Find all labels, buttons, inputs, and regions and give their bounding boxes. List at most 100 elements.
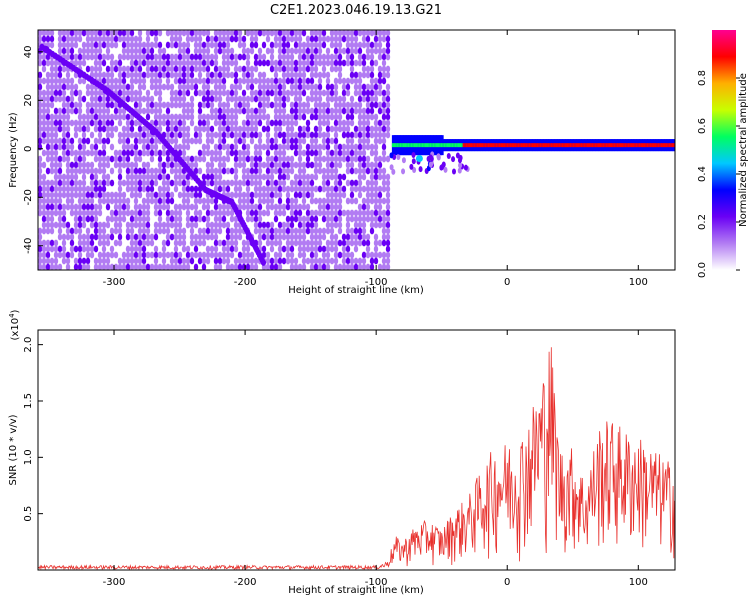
heatmap-cell [233, 137, 239, 145]
heatmap-cell [341, 125, 347, 133]
heatmap-cell [313, 89, 319, 97]
heatmap-carrier-core [506, 143, 510, 148]
heatmap-cell [241, 89, 247, 97]
heatmap-cell [157, 107, 163, 115]
heatmap-carrier-core [646, 143, 650, 148]
heatmap-cell [209, 137, 215, 145]
heatmap-cell [89, 191, 95, 199]
heatmap-cell [113, 215, 119, 223]
heatmap-cell [213, 221, 219, 229]
heatmap-cell [97, 233, 103, 241]
heatmap-cell [281, 89, 287, 97]
heatmap-cell [309, 185, 315, 193]
heatmap-cell [321, 167, 327, 175]
heatmap-cell [269, 179, 275, 187]
heatmap-cell [357, 71, 363, 79]
heatmap-cell [125, 83, 131, 91]
heatmap-cell [329, 167, 335, 175]
heatmap-cell [341, 131, 347, 139]
heatmap-cell [69, 137, 75, 145]
heatmap-cell [117, 65, 123, 73]
heatmap-cell [181, 89, 187, 97]
heatmap-cell [117, 203, 123, 211]
heatmap-cell [345, 209, 351, 217]
heatmap-cell [261, 71, 267, 79]
heatmap-cell [353, 155, 359, 163]
heatmap-cell [57, 155, 63, 163]
heatmap-cell [141, 239, 147, 247]
heatmap-cell [153, 65, 159, 73]
heatmap-cell [157, 167, 163, 175]
heatmap-cell [333, 161, 339, 169]
heatmap-cell [265, 35, 271, 43]
heatmap-cell [233, 245, 239, 253]
heatmap-cell [125, 233, 131, 241]
heatmap-cell [125, 95, 131, 103]
heatmap-cell [157, 119, 163, 127]
heatmap-cell [325, 251, 331, 259]
heatmap-cell [93, 137, 99, 145]
heatmap-cell [369, 89, 375, 97]
heatmap-cell [125, 143, 131, 151]
heatmap-cell [381, 233, 387, 241]
heatmap-fringe-cell [451, 168, 456, 175]
heatmap-cell [225, 131, 231, 139]
heatmap-cell [237, 53, 243, 61]
heatmap-cell [173, 125, 179, 133]
heatmap-cell [149, 191, 155, 199]
heatmap-cell [177, 251, 183, 259]
heatmap-cell [377, 185, 383, 193]
heatmap-carrier-core [673, 143, 675, 148]
heatmap-cell [113, 30, 119, 37]
heatmap-cell [385, 107, 391, 115]
heatmap-cell [101, 137, 107, 145]
heatmap-cell [341, 77, 347, 85]
heatmap-cell [73, 185, 79, 193]
heatmap-cell [241, 137, 247, 145]
heatmap-cell [89, 53, 95, 61]
heatmap-cell [209, 71, 215, 79]
heatmap-cell [165, 233, 171, 241]
heatmap-cell [125, 30, 131, 37]
heatmap-cell [221, 245, 227, 253]
heatmap-cell [141, 95, 147, 103]
heatmap-carrier-core [525, 143, 529, 148]
heatmap-cell [225, 35, 231, 43]
heatmap-cell [161, 197, 167, 205]
heatmap-cell [201, 257, 207, 265]
heatmap-cell [213, 47, 219, 55]
heatmap-cell [125, 167, 131, 175]
heatmap-cell [325, 197, 331, 205]
heatmap-cell [265, 179, 271, 187]
heatmap-cell [253, 161, 259, 169]
heatmap-cell [105, 203, 111, 211]
heatmap-cell [85, 107, 91, 115]
heatmap-cell [221, 167, 227, 175]
heatmap-cell [201, 215, 207, 223]
heatmap-cell [277, 113, 283, 121]
heatmap-cell [145, 47, 151, 55]
heatmap-cell [69, 30, 75, 37]
heatmap-cell [133, 221, 139, 229]
heatmap-cell [325, 179, 331, 187]
heatmap-cell [373, 215, 379, 223]
heatmap-cell [309, 227, 315, 235]
heatmap-cell [205, 41, 211, 49]
heatmap-cell [193, 137, 199, 145]
heatmap-cell [321, 251, 327, 259]
heatmap-cell [61, 143, 67, 151]
heatmap-cell [177, 65, 183, 73]
heatmap-cell [181, 197, 187, 205]
heatmap-cell [38, 137, 43, 145]
heatmap-cell [153, 83, 159, 91]
heatmap-cell [365, 41, 371, 49]
heatmap-cell [93, 89, 99, 97]
heatmap-cell [85, 149, 91, 157]
heatmap-cell [157, 83, 163, 91]
heatmap-cell [277, 251, 283, 259]
heatmap-cell [373, 203, 379, 211]
heatmap-cell [269, 30, 275, 37]
heatmap-cell [137, 107, 143, 115]
heatmap-cell [197, 251, 203, 259]
heatmap-cell [301, 65, 307, 73]
